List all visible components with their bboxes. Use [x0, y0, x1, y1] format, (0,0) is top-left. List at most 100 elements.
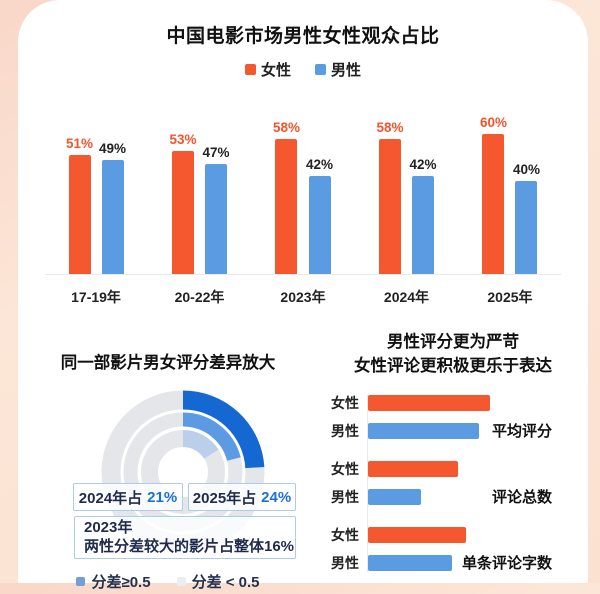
bar-column: 42% [306, 157, 333, 274]
bar-pair: 58% 42% [273, 112, 333, 274]
bar-value-label: 42% [409, 157, 437, 172]
callout-2025: 2025年占 24% [188, 483, 296, 511]
donut-arc-2023 [141, 430, 225, 514]
infographic-card: 中国电影市场男性女性观众占比 女性 男性 51% 49% 17-19年 53% 47% 2… [18, 0, 588, 591]
category-label: 2024年 [383, 289, 430, 305]
category-label: 2023年 [280, 289, 326, 305]
hbar-row-label: 女性 [331, 460, 359, 477]
gap-small-swatch [176, 577, 186, 586]
bottom-sections: 同一部影片男女评分差异放大 2024年占 21% 2025年占 24% 2023… [18, 307, 588, 594]
hbar-row: 女性 [318, 526, 588, 543]
hbar-row: 女性 [318, 460, 588, 477]
bar-column: 51% [66, 136, 93, 274]
hbar-title-line2: 女性评论更积极更乐于表达 [354, 356, 552, 375]
hbar-row-label: 男性 [331, 422, 359, 439]
bar-group: 60% 40% 2025年 [480, 112, 540, 307]
top-bar-chart: 51% 49% 17-19年 53% 47% 20-22年 58% 42% 2023年 58% 42… [45, 112, 561, 307]
callout-2024-text: 2024年占 [78, 489, 143, 507]
bar-value-label: 47% [202, 145, 230, 160]
gap-large-label: 分差≥0.5 [91, 574, 151, 591]
hbar-female [368, 526, 466, 543]
bar-value-label: 51% [66, 136, 94, 151]
bar-column: 58% [376, 120, 403, 274]
hbar-row-label: 男性 [331, 488, 359, 505]
bar-column: 60% [480, 115, 507, 274]
hbar-section-title: 男性评分更为严苛 女性评论更积极更乐于表达 [318, 331, 588, 379]
hbar-row-label: 女性 [331, 394, 359, 411]
bar-value-label: 49% [99, 141, 127, 156]
bar-female [482, 134, 505, 274]
hbar-chart: 女性 男性 平均评分 女性 男性 评论总数 女性 男性 单条评论字数 [318, 394, 588, 573]
bar-value-label: 40% [512, 162, 540, 177]
hbar-row-label: 女性 [331, 526, 359, 543]
female-legend-label: 女性 [260, 62, 291, 79]
bar-column: 58% [273, 120, 300, 274]
bar-pair: 53% 47% [169, 112, 230, 274]
hbar-axis-line [367, 394, 368, 572]
bar-group: 58% 42% 2024年 [376, 112, 436, 307]
bar-male [412, 176, 434, 274]
bar-pair: 58% 42% [376, 112, 437, 274]
hbar-row: 男性 单条评论字数 [318, 554, 588, 573]
bar-male [515, 181, 538, 274]
hbar-row: 女性 [318, 394, 588, 411]
hbar-title-line1: 男性评分更为严苛 [387, 333, 519, 351]
hbar-male [368, 422, 479, 439]
hbar-row-label: 男性 [331, 554, 359, 571]
legend-item-gap-small: 分差 < 0.5 [176, 571, 260, 592]
hbar-male [368, 554, 452, 571]
legend-item-male: 男性 [315, 59, 361, 80]
hbar-group: 女性男性 单条评论字数 [318, 526, 588, 573]
callout-2023-line1: 2023年 [84, 518, 133, 536]
bar-column: 42% [409, 157, 437, 274]
female-legend-swatch [244, 64, 256, 75]
bar-pair: 51% 49% [66, 112, 126, 274]
x-axis-baseline [45, 274, 561, 275]
donut-arc-2025 [101, 390, 265, 554]
bar-male [308, 176, 331, 274]
callout-2023-line2: 两性分差较大的影片占整体16% [84, 537, 295, 555]
bar-value-label: 58% [272, 120, 300, 135]
bar-value-label: 53% [169, 132, 197, 147]
callout-2025-text: 2025年占 [192, 489, 257, 507]
category-label: 17-19年 [71, 289, 121, 305]
legend-item-gap-large: 分差≥0.5 [76, 571, 151, 592]
hbar-female [368, 460, 458, 477]
bar-value-label: 58% [376, 120, 404, 135]
bar-group: 58% 42% 2023年 [273, 112, 333, 307]
hbar-annotation: 平均评分 [491, 423, 552, 441]
hbar-group: 女性男性 平均评分 [318, 394, 588, 441]
hbar-row: 男性 评论总数 [318, 488, 588, 506]
hbar-group: 女性男性 评论总数 [318, 460, 588, 506]
donut-section-title: 同一部影片男女评分差异放大 [60, 354, 276, 372]
callout-2023: 2023年 两性分差较大的影片占整体16% [74, 516, 296, 559]
bar-pair: 60% 40% [480, 112, 540, 274]
gap-large-swatch [76, 577, 86, 586]
donut-arc-2024 [123, 412, 243, 532]
bar-female [378, 139, 401, 274]
bar-male [205, 164, 228, 274]
donut-section: 同一部影片男女评分差异放大 2024年占 21% 2025年占 24% 2023… [18, 307, 318, 594]
bar-value-label: 60% [479, 115, 507, 130]
bar-female [172, 151, 194, 274]
bar-group: 53% 47% 20-22年 [169, 112, 229, 307]
bar-group: 51% 49% 17-19年 [66, 112, 126, 307]
bar-column: 53% [169, 132, 197, 274]
bar-male [101, 160, 124, 274]
bar-female [68, 155, 91, 274]
gap-small-label: 分差 < 0.5 [191, 574, 260, 591]
bar-column: 40% [513, 162, 540, 274]
callout-2025-value: 24% [261, 488, 292, 506]
donut-legend: 分差≥0.5 分差 < 0.5 [18, 571, 318, 592]
male-legend-swatch [315, 64, 326, 75]
top-chart-legend: 女性 男性 [18, 59, 588, 80]
bar-female [275, 139, 298, 274]
hbar-row: 男性 平均评分 [318, 422, 588, 441]
page-title: 中国电影市场男性女性观众占比 [166, 26, 440, 47]
hbar-male [368, 488, 421, 505]
hbar-section: 男性评分更为严苛 女性评论更积极更乐于表达 女性 男性 平均评分 女性 男性 评论总数 女性… [318, 307, 588, 594]
category-label: 2025年 [487, 289, 533, 305]
hbar-annotation: 单条评论字数 [461, 555, 552, 573]
bar-value-label: 42% [306, 157, 334, 172]
hbar-female [368, 394, 490, 411]
